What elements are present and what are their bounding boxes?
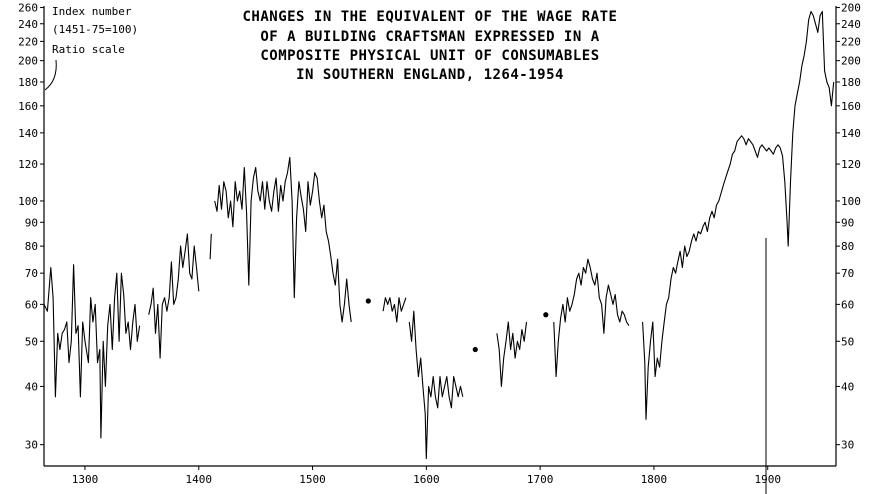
left-tick-label: 30 (25, 439, 38, 452)
right-tick-label: 70 (841, 267, 854, 280)
wage-series (43, 10, 835, 460)
left-tick-label: 80 (25, 240, 38, 253)
note-base-period: (1451-75=100) (52, 23, 138, 36)
title-line-1: CHANGES IN THE EQUIVALENT OF THE WAGE RA… (242, 9, 617, 25)
note-index-number: Index number (52, 5, 132, 18)
series-segment (496, 321, 528, 387)
right-tick-label: 180 (841, 76, 861, 89)
axes (43, 6, 837, 467)
right-tick-label: 100 (841, 195, 861, 208)
x-tick-label: 1300 (72, 473, 99, 486)
series-segment (642, 10, 835, 420)
x-tick-label: 1700 (527, 473, 554, 486)
left-tick-label: 240 (18, 18, 38, 31)
left-tick-label: 60 (25, 298, 38, 311)
left-tick-label: 180 (18, 76, 38, 89)
series-segment (214, 156, 352, 323)
left-tick-label: 120 (18, 158, 38, 171)
right-tick-label: 140 (841, 127, 861, 140)
series-segment (43, 264, 141, 439)
title-line-3: COMPOSITE PHYSICAL UNIT OF CONSUMABLES (260, 48, 599, 64)
left-tick-label: 40 (25, 380, 38, 393)
right-tick-label: 80 (841, 240, 854, 253)
right-tick-label: 200 (841, 2, 861, 15)
left-y-ticks: 260 240 220 200 180 160 140 120 100 90 80 70 60 50 40 3… (18, 2, 44, 452)
x-tick-label: 1600 (413, 473, 440, 486)
series-point (472, 346, 478, 353)
series-point (543, 312, 549, 318)
series-point (365, 298, 371, 304)
left-tick-label: 100 (18, 195, 38, 208)
right-tick-label: 120 (841, 158, 861, 171)
right-tick-label: 90 (841, 216, 854, 229)
right-tick-label: 220 (841, 35, 861, 48)
right-y-ticks: 200 240 220 200 180 160 140 120 100 90 80 70 60 50 40 3… (836, 2, 861, 452)
series-segment (553, 258, 630, 378)
left-tick-label: 220 (18, 35, 38, 48)
title-line-4: IN SOUTHERN ENGLAND, 1264-1954 (296, 67, 564, 83)
right-tick-label: 240 (841, 18, 861, 31)
x-tick-label: 1500 (299, 473, 326, 486)
scale-note: Index number (1451-75=100) Ratio scale (44, 5, 138, 91)
right-tick-label: 40 (841, 380, 854, 393)
chart-title: CHANGES IN THE EQUIVALENT OF THE WAGE RA… (242, 9, 617, 83)
series-segment (382, 297, 407, 323)
right-tick-label: 30 (841, 439, 854, 452)
right-tick-label: 200 (841, 55, 861, 68)
left-tick-label: 200 (18, 55, 38, 68)
left-tick-label: 140 (18, 127, 38, 140)
left-tick-label: 260 (18, 2, 38, 15)
right-tick-label: 160 (841, 100, 861, 113)
x-axis-ticks: 1300 1400 1500 1600 1700 1800 1900 (72, 466, 781, 486)
x-tick-label: 1800 (641, 473, 668, 486)
left-tick-label: 70 (25, 267, 38, 280)
series-segment (209, 233, 212, 260)
series-segment (408, 310, 464, 460)
left-tick-label: 50 (25, 335, 38, 348)
series-segment (148, 233, 200, 359)
x-tick-label: 1900 (754, 473, 781, 486)
left-tick-label: 160 (18, 100, 38, 113)
right-tick-label: 60 (841, 298, 854, 311)
note-pointer-arrow (44, 59, 57, 91)
note-ratio-scale: Ratio scale (52, 43, 125, 56)
x-tick-label: 1400 (186, 473, 213, 486)
right-tick-label: 50 (841, 335, 854, 348)
left-tick-label: 90 (25, 216, 38, 229)
title-line-2: OF A BUILDING CRAFTSMAN EXPRESSED IN A (260, 29, 599, 45)
